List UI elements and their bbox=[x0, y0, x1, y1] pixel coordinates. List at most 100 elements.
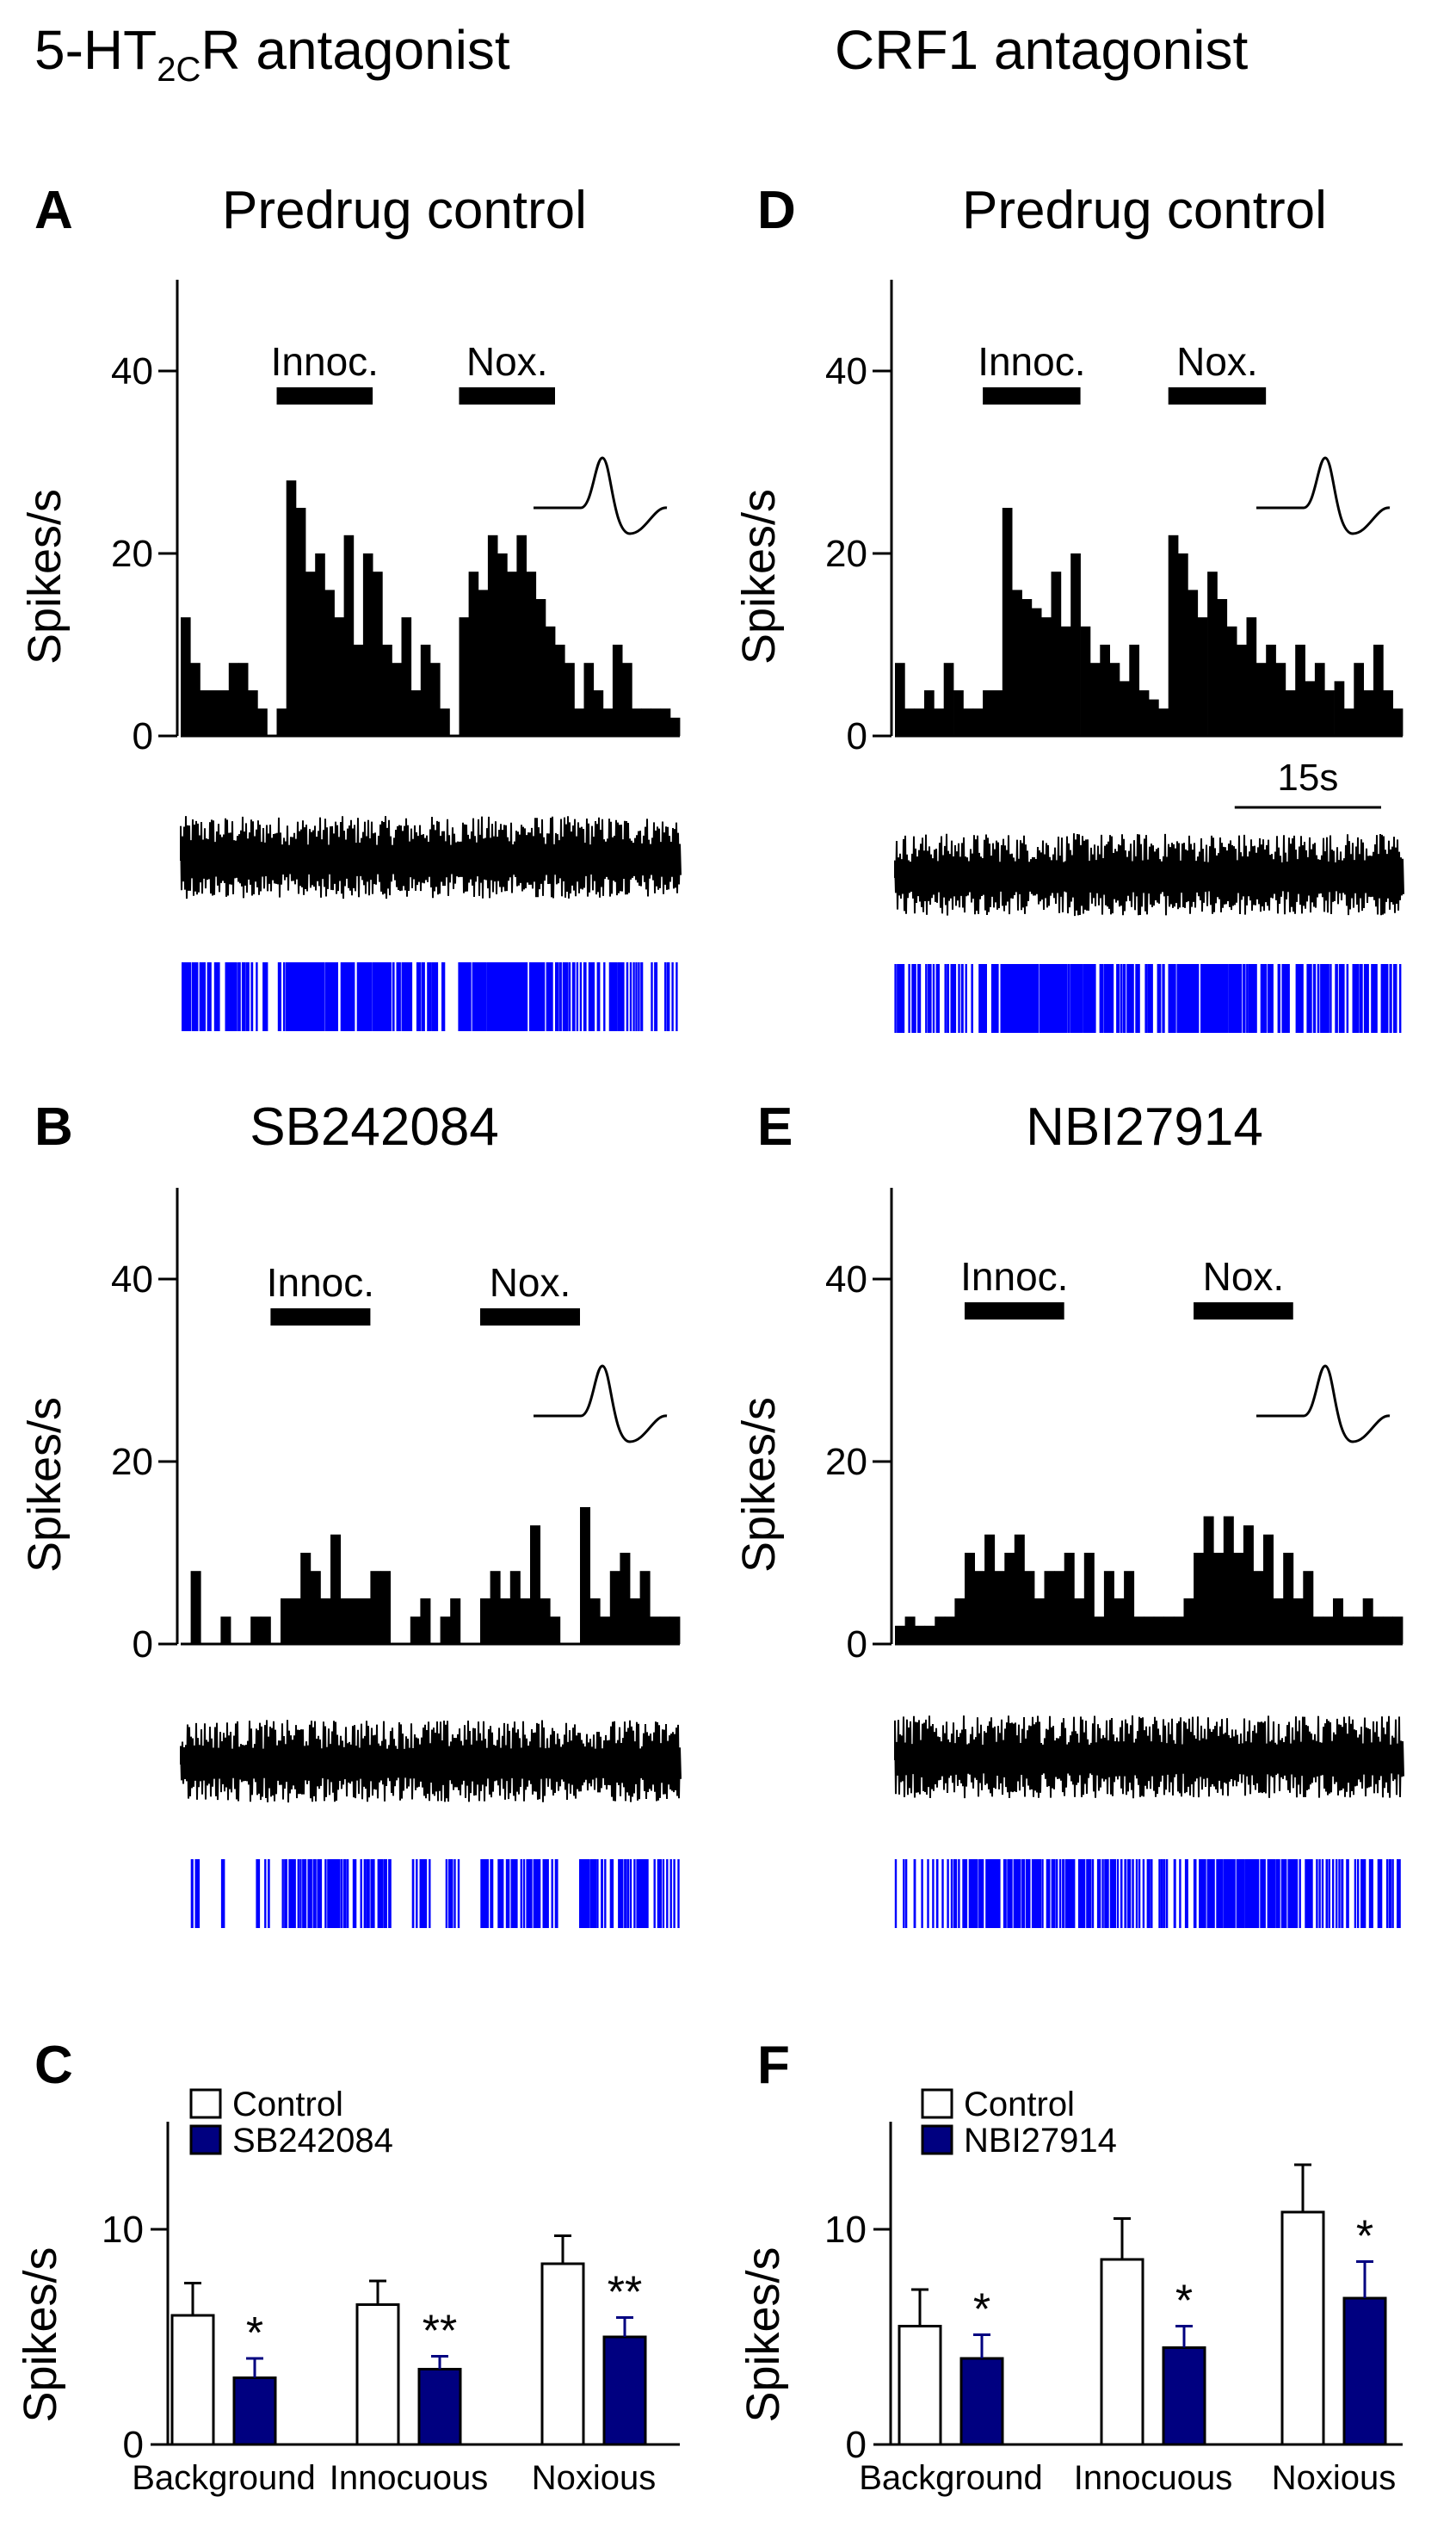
y-tick-label-A-20: 20 bbox=[111, 533, 153, 575]
histogram-bar-D bbox=[1255, 663, 1267, 736]
histogram-bar-A bbox=[410, 690, 422, 736]
histogram-bar-D bbox=[1226, 626, 1237, 736]
significance-C-0: * bbox=[246, 2308, 263, 2358]
y-axis-label-C: Spikes/s bbox=[15, 2247, 66, 2422]
histogram-bar-A bbox=[497, 553, 508, 736]
histogram-bar-E bbox=[1183, 1598, 1194, 1644]
histogram-bar-A bbox=[248, 690, 258, 736]
panel-letter-F: F bbox=[757, 2036, 790, 2095]
histogram-bar-B bbox=[310, 1571, 321, 1644]
histogram-bar-A bbox=[669, 717, 681, 736]
histogram-bar-D bbox=[1324, 690, 1335, 736]
histogram-bar-A bbox=[535, 599, 546, 736]
y-tick-label-B-40: 40 bbox=[111, 1258, 153, 1301]
summary-bar-C-Control bbox=[355, 2303, 400, 2446]
histogram-bar-A bbox=[382, 645, 392, 736]
histogram-bar-E bbox=[1114, 1598, 1125, 1644]
stimulus-bar-B-1 bbox=[480, 1308, 580, 1326]
histogram-bar-A bbox=[602, 708, 614, 736]
histogram-bar-A bbox=[574, 708, 584, 736]
histogram-bar-E bbox=[1203, 1516, 1214, 1644]
histogram-bar-E bbox=[1362, 1598, 1373, 1644]
histogram-bar-B bbox=[589, 1598, 601, 1644]
panel-letter-D: D bbox=[757, 181, 796, 240]
histogram-bar-B bbox=[220, 1616, 231, 1644]
histogram-bar-D bbox=[1314, 663, 1325, 736]
stimulus-label-D-0: Innoc. bbox=[978, 339, 1085, 384]
y-tick-label-E-0: 0 bbox=[847, 1623, 867, 1666]
x-tick-label-F-2: Noxious bbox=[1272, 2459, 1397, 2497]
spike-raster-D bbox=[894, 964, 1402, 1033]
histogram-bar-D bbox=[1285, 690, 1296, 736]
histogram-bar-E bbox=[974, 1571, 985, 1644]
histogram-bar-E bbox=[1064, 1553, 1075, 1644]
y-tick-label-E-20: 20 bbox=[825, 1441, 867, 1483]
summary-bar-C-SB242084 bbox=[232, 2376, 277, 2446]
spike-raster-E bbox=[894, 1859, 1401, 1928]
histogram-bar-E bbox=[944, 1616, 955, 1644]
voltage-trace-E bbox=[894, 1715, 1404, 1799]
stimulus-label-E-0: Innoc. bbox=[960, 1254, 1068, 1299]
histogram-bar-E bbox=[1233, 1553, 1244, 1644]
histogram-bar-B bbox=[281, 1598, 291, 1644]
histogram-bar-E bbox=[924, 1625, 935, 1644]
histogram-bar-D bbox=[1109, 663, 1120, 736]
voltage-trace-A bbox=[180, 816, 682, 899]
stimulus-label-D-1: Nox. bbox=[1176, 339, 1258, 384]
histogram-bar-D bbox=[1031, 608, 1042, 736]
histogram-bar-D bbox=[1217, 599, 1228, 736]
histogram-bar-B bbox=[490, 1571, 501, 1644]
histogram-bar-D bbox=[953, 690, 964, 736]
histogram-bar-E bbox=[1004, 1553, 1015, 1644]
histogram-bar-A bbox=[228, 663, 239, 736]
histogram-bar-D bbox=[914, 708, 925, 736]
summary-bar-F-NBI27914 bbox=[1162, 2346, 1206, 2446]
histogram-bar-E bbox=[1144, 1616, 1155, 1644]
stimulus-label-A-0: Innoc. bbox=[271, 339, 379, 384]
column-title-left: 5-HT2CR antagonist bbox=[34, 19, 510, 89]
stimulus-bar-D-1 bbox=[1168, 387, 1267, 405]
histogram-bar-D bbox=[1051, 572, 1062, 736]
stimulus-bar-E-0 bbox=[964, 1302, 1064, 1320]
histogram-bar-A bbox=[593, 690, 604, 736]
histogram-bar-B bbox=[609, 1571, 620, 1644]
histogram-bar-B bbox=[260, 1616, 271, 1644]
significance-F-0: * bbox=[973, 2285, 990, 2335]
histogram-bar-D bbox=[934, 708, 945, 736]
spike-raster-B bbox=[190, 1859, 680, 1928]
summary-bar-F-Control bbox=[1280, 2210, 1325, 2446]
histogram-bar-E bbox=[954, 1598, 966, 1644]
histogram-bar-A bbox=[622, 663, 632, 736]
stimulus-label-A-1: Nox. bbox=[466, 339, 548, 384]
histogram-bar-A bbox=[276, 708, 287, 736]
histogram-bar-D bbox=[1080, 626, 1091, 736]
histogram-bar-D bbox=[1138, 690, 1150, 736]
summary-bar-C-Control bbox=[170, 2314, 215, 2446]
spike-waveform-D bbox=[1256, 456, 1391, 535]
histogram-bar-D bbox=[963, 708, 974, 736]
stimulus-label-B-0: Innoc. bbox=[267, 1260, 374, 1305]
histogram-bar-B bbox=[370, 1571, 381, 1644]
significance-C-2: ** bbox=[608, 2268, 642, 2318]
legend-swatch-C-0 bbox=[189, 2088, 222, 2119]
histogram-bar-D bbox=[1207, 572, 1218, 736]
y-axis-label-B: Spikes/s bbox=[19, 1397, 71, 1573]
histogram-bar-E bbox=[935, 1616, 946, 1644]
y-tick-label-F-0: 0 bbox=[846, 2424, 867, 2466]
histogram-bar-D bbox=[1158, 708, 1169, 736]
histogram-bar-A bbox=[478, 590, 489, 736]
spike-raster-A bbox=[182, 962, 678, 1031]
histogram-bar-B bbox=[520, 1598, 531, 1644]
histogram-bar-A bbox=[362, 553, 373, 736]
histogram-bar-D bbox=[924, 690, 935, 736]
histogram-bar-E bbox=[965, 1553, 975, 1644]
summary-bar-C-SB242084 bbox=[417, 2368, 462, 2446]
y-tick-label-B-0: 0 bbox=[133, 1623, 153, 1666]
histogram-bar-A bbox=[209, 690, 220, 736]
histogram-bar-D bbox=[1041, 617, 1052, 736]
histogram-bar-E bbox=[1153, 1616, 1164, 1644]
y-tick-label-C-10: 10 bbox=[102, 2209, 144, 2251]
panel-letter-C: C bbox=[34, 2036, 73, 2095]
histogram-bar-E bbox=[1382, 1616, 1393, 1644]
spike-waveform-A bbox=[534, 456, 668, 535]
